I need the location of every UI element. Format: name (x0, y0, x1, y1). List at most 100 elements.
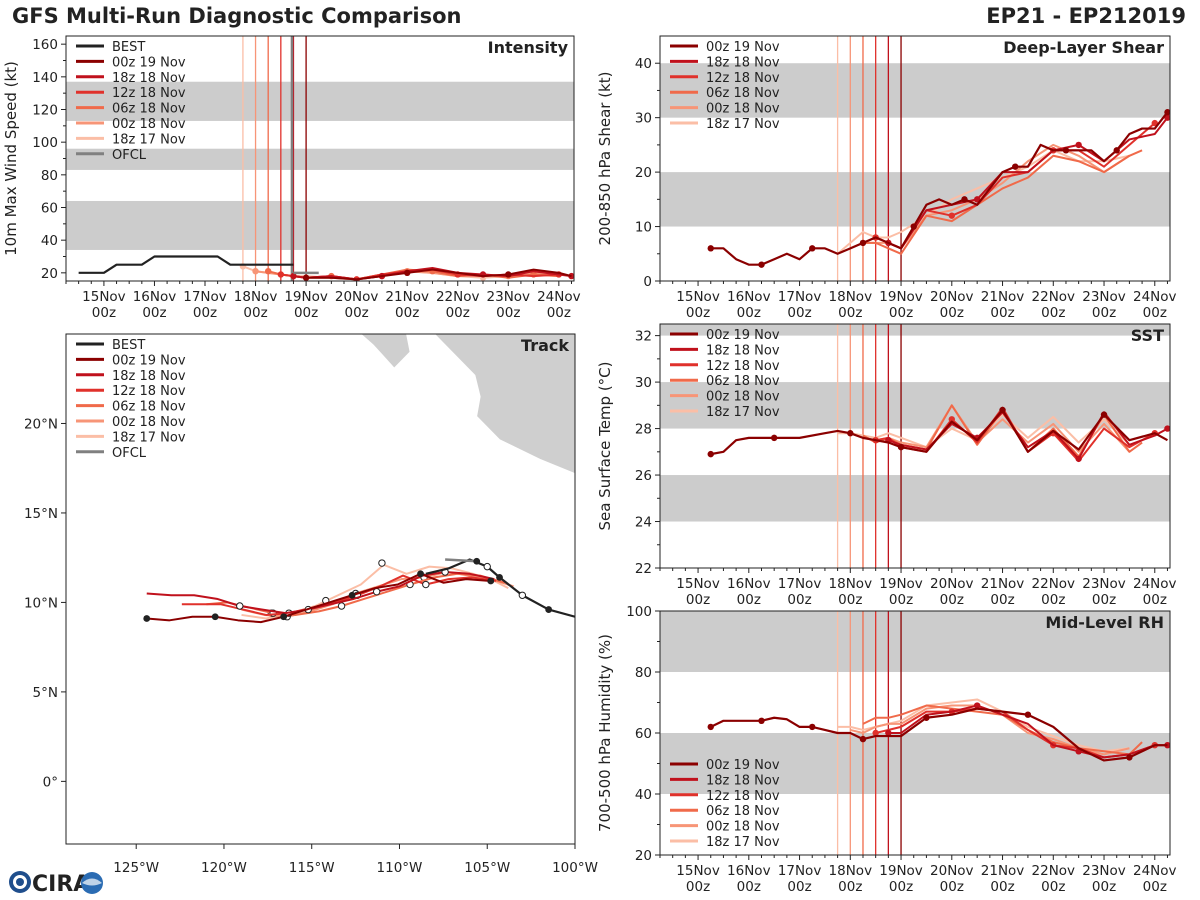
series-line (445, 558, 477, 563)
x-tick-hour: 00z (243, 305, 267, 321)
panel-shear: 01020304015Nov00z16Nov00z17Nov00z18Nov00… (596, 35, 1177, 321)
x-tick-hour: 00z (838, 305, 862, 321)
x-tick-label: 115°W (289, 860, 335, 876)
series-00z-19-nov (707, 109, 1170, 268)
x-tick-hour: 00z (1041, 592, 1065, 608)
track-point-solid (280, 613, 288, 621)
track-point-open (372, 587, 381, 596)
x-tick-hour: 00z (889, 879, 913, 895)
y-tick-label: 0 (643, 274, 652, 290)
panel-title: Track (521, 336, 569, 355)
data-point (859, 735, 867, 743)
x-tick-hour: 00z (686, 879, 710, 895)
y-tick-label: 40 (635, 56, 652, 72)
x-tick-hour: 00z (787, 879, 811, 895)
x-tick-hour: 00z (547, 305, 571, 321)
x-tick-date: 20Nov (930, 289, 974, 305)
panel-rh: 2040608010015Nov00z16Nov00z17Nov00z18Nov… (596, 604, 1177, 895)
x-tick-hour: 00z (686, 305, 710, 321)
data-point (923, 714, 930, 721)
series-line (293, 266, 572, 281)
x-tick-date: 20Nov (335, 289, 379, 305)
y-tick-label: 10 (635, 220, 652, 236)
x-tick-hour: 00z (345, 305, 369, 321)
series-line (837, 413, 1131, 449)
y-tick-label: 20°N (24, 416, 58, 432)
legend-label: 12z 18 Nov (706, 789, 780, 804)
x-tick-date: 22Nov (436, 289, 480, 305)
data-point (809, 245, 816, 252)
x-tick-date: 22Nov (1032, 576, 1076, 592)
series-ofcl (445, 557, 481, 565)
y-tick-label: 60 (635, 726, 652, 742)
y-tick-label: 80 (41, 168, 58, 184)
plot-area (660, 611, 1170, 855)
legend-label: 12z 18 Nov (112, 86, 186, 101)
series-line (78, 255, 294, 274)
legend-label: 00z 19 Nov (112, 353, 186, 368)
data-point (1075, 455, 1082, 462)
y-tick-label: 26 (635, 468, 652, 484)
legend-label: 00z 18 Nov (112, 415, 186, 430)
series-line (710, 707, 1168, 762)
x-tick-date: 15Nov (82, 289, 126, 305)
data-point (872, 729, 879, 737)
x-tick-hour: 00z (446, 305, 470, 321)
y-tick-label: 20 (41, 266, 58, 282)
plot-area (143, 334, 575, 624)
x-tick-hour: 00z (990, 879, 1014, 895)
y-tick-label: 22 (635, 561, 652, 577)
x-tick-date: 17Nov (778, 863, 822, 879)
y-tick-label: 30 (635, 375, 652, 391)
series-00z-19-nov (707, 707, 1168, 762)
x-tick-date: 21Nov (981, 863, 1025, 879)
data-point (809, 723, 816, 731)
x-tick-hour: 00z (193, 305, 217, 321)
x-tick-date: 21Nov (981, 576, 1025, 592)
y-tick-label: 0° (43, 774, 58, 790)
x-tick-hour: 00z (990, 592, 1014, 608)
legend-label: 18z 18 Nov (706, 773, 780, 788)
storm-id: EP21 - EP212019 (986, 4, 1186, 28)
shade-band-0 (660, 172, 1170, 227)
x-tick-date: 15Nov (676, 576, 720, 592)
shade-band-0 (66, 200, 574, 250)
data-point (277, 271, 285, 278)
track-point-solid (545, 606, 553, 613)
shade-band-1 (660, 611, 1170, 672)
x-tick-date: 21Nov (385, 289, 429, 305)
x-tick-date: 18Nov (234, 289, 278, 305)
x-tick-date: 16Nov (133, 289, 177, 305)
series-line (425, 558, 575, 618)
x-tick-hour: 00z (1092, 592, 1116, 608)
track-point-solid (348, 591, 356, 599)
plot-area (660, 36, 1170, 281)
data-point (961, 196, 968, 203)
x-tick-date: 18Nov (829, 576, 873, 592)
legend-label: 18z 17 Nov (706, 405, 780, 420)
legend-label: 06z 18 Nov (706, 374, 780, 389)
x-tick-date: 16Nov (727, 289, 771, 305)
legend-label: 00z 18 Nov (706, 102, 780, 117)
series-00z-19-nov (302, 268, 572, 281)
y-tick-label: 160 (32, 37, 58, 53)
x-tick-date: 16Nov (727, 576, 771, 592)
data-point (859, 239, 867, 247)
panel-title: Intensity (488, 38, 569, 57)
series-line (862, 704, 1143, 756)
x-tick-date: 15Nov (676, 863, 720, 879)
x-tick-date: 17Nov (778, 576, 822, 592)
x-tick-hour: 00z (1041, 879, 1065, 895)
legend-label: OFCL (112, 148, 147, 163)
track-point-open (337, 602, 346, 610)
data-point (897, 443, 905, 451)
x-tick-date: 15Nov (676, 289, 720, 305)
x-tick-date: 24Nov (1133, 863, 1177, 879)
legend-label: 18z 18 Nov (706, 55, 780, 70)
legend-label: 00z 18 Nov (706, 820, 780, 835)
series-06z-18-nov (862, 704, 1143, 756)
x-tick-date: 23Nov (487, 289, 531, 305)
data-point (770, 434, 778, 442)
x-tick-date: 20Nov (930, 576, 974, 592)
data-point (707, 723, 714, 731)
